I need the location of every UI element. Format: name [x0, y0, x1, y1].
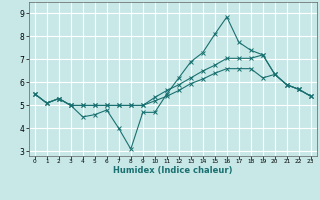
X-axis label: Humidex (Indice chaleur): Humidex (Indice chaleur) — [113, 166, 233, 175]
